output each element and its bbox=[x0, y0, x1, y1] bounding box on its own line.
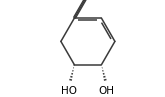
Text: HO: HO bbox=[61, 86, 77, 96]
Text: OH: OH bbox=[99, 86, 115, 96]
